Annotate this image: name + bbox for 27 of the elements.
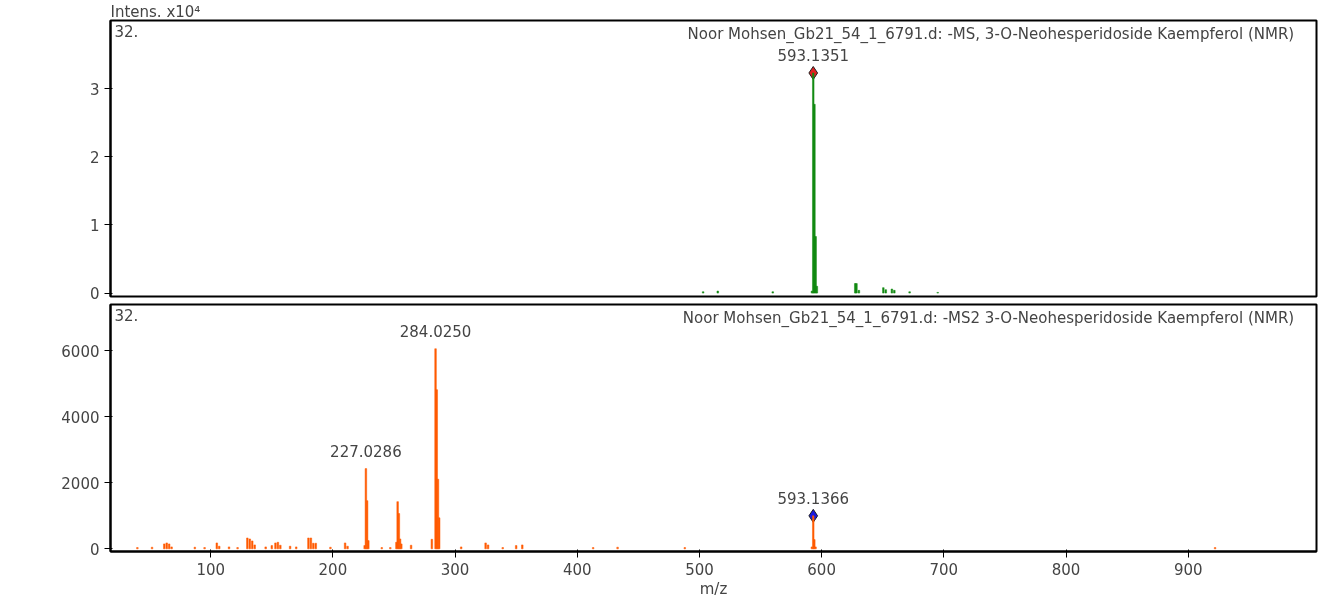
x-tick-label: 400 <box>562 560 592 579</box>
y-tick-label: 3 <box>89 80 100 99</box>
annotation: 593.1351 <box>777 46 850 65</box>
y-axis-title: Intens. x10⁴ <box>110 2 201 21</box>
chart-title: Noor Mohsen_Gb21_54_1_6791.d: -MS2 3-O-Neohesperidoside Kaempferol (NMR) <box>682 308 1295 328</box>
x-tick-label: 600 <box>807 560 836 579</box>
x-axis-title: m/z <box>699 579 728 598</box>
x-tick-label: 700 <box>929 560 959 579</box>
y-tick-label: 6000 <box>61 342 100 361</box>
x-tick-label: 500 <box>685 560 714 579</box>
chart-title: Noor Mohsen_Gb21_54_1_6791.d: -MS, 3-O-Neohesperidoside Kaempferol (NMR) <box>687 24 1295 44</box>
x-tick-label: 200 <box>318 560 348 579</box>
y-tick-label: 2 <box>89 148 100 167</box>
y-tick-label: 4000 <box>61 408 100 427</box>
y-tick-label: 1 <box>89 216 100 235</box>
annotation: 227.0286 <box>330 442 402 461</box>
annotation: 593.1366 <box>777 489 850 508</box>
x-tick-label: 900 <box>1173 560 1203 579</box>
annotation: 284.0250 <box>399 322 472 341</box>
annotation: 32. <box>114 22 139 41</box>
y-tick-label: 0 <box>89 285 100 304</box>
y-tick-label: 2000 <box>61 474 100 493</box>
annotation: 32. <box>114 306 139 325</box>
x-tick-label: 800 <box>1051 560 1081 579</box>
x-tick-label: 100 <box>196 560 226 579</box>
y-tick-label: 0 <box>89 540 100 559</box>
x-tick-label: 300 <box>440 560 470 579</box>
